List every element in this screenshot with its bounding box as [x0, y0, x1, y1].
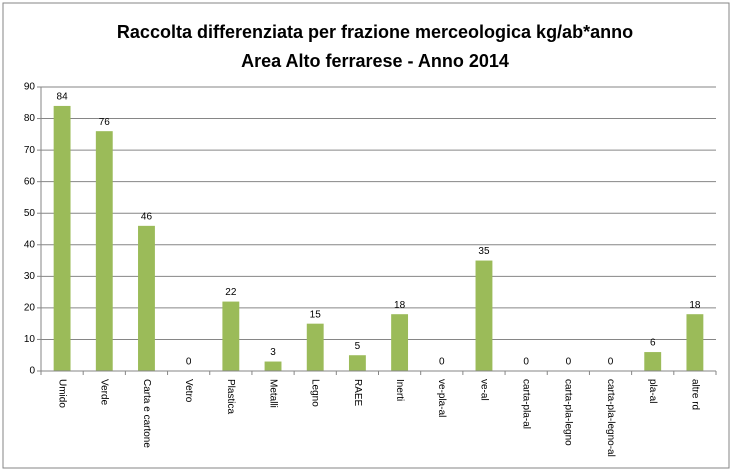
data-label: 84 — [57, 92, 69, 103]
bar — [644, 352, 662, 371]
y-tick-label: 80 — [24, 113, 36, 124]
y-tick-label: 20 — [24, 303, 36, 314]
data-label: 0 — [608, 357, 614, 368]
data-label: 3 — [270, 347, 276, 358]
x-tick-label: Carta e cartone — [141, 379, 152, 448]
bar — [306, 323, 324, 371]
x-tick-label: carta-pla-al — [521, 379, 532, 429]
y-tick-label: 60 — [24, 176, 36, 187]
data-label: 46 — [141, 211, 153, 222]
y-tick-label: 40 — [24, 239, 36, 250]
data-label: 22 — [225, 287, 237, 298]
bar — [686, 314, 704, 371]
x-tick-label: Metalli — [267, 379, 278, 408]
chart-title: Raccolta differenziata per frazione merc… — [117, 22, 633, 42]
bar — [95, 131, 113, 371]
x-tick-label: carta-pla-legno — [563, 379, 574, 446]
x-tick-label: Verde — [99, 379, 110, 406]
data-label: 35 — [478, 246, 490, 257]
data-label: 18 — [689, 300, 701, 311]
x-tick-label: altre rd — [689, 379, 700, 410]
y-tick-label: 70 — [24, 145, 36, 156]
y-tick-label: 0 — [29, 366, 35, 377]
data-label: 15 — [310, 309, 322, 320]
x-tick-label: Umido — [56, 379, 67, 408]
x-tick-label: ve-pla-al — [436, 379, 447, 417]
bar — [53, 105, 71, 371]
bar — [222, 301, 240, 371]
data-label: 0 — [186, 357, 192, 368]
data-label: 5 — [355, 341, 361, 352]
data-label: 0 — [439, 357, 445, 368]
x-tick-label: Plastica — [225, 379, 236, 414]
y-tick-label: 10 — [24, 334, 36, 345]
x-tick-label: pla-al — [647, 379, 658, 403]
y-tick-label: 30 — [24, 271, 36, 282]
data-label: 0 — [523, 357, 529, 368]
bar — [348, 355, 366, 371]
x-tick-label: Inerti — [394, 379, 405, 401]
bar — [138, 225, 155, 371]
y-tick-label: 50 — [24, 208, 36, 219]
bar — [264, 361, 282, 371]
bar — [475, 260, 493, 371]
x-tick-label: Vetro — [183, 379, 194, 403]
bar — [391, 314, 409, 371]
y-tick-label: 90 — [24, 82, 36, 93]
x-tick-label: Legno — [310, 379, 321, 407]
data-label: 76 — [99, 117, 111, 128]
data-label: 0 — [566, 357, 572, 368]
data-label: 6 — [650, 338, 656, 349]
x-tick-label: RAEE — [352, 379, 363, 407]
chart-subtitle: Area Alto ferrarese - Anno 2014 — [241, 51, 509, 71]
x-tick-label: carta-pla-legno-al — [605, 379, 616, 457]
x-tick-label: ve-al — [478, 379, 489, 401]
data-label: 18 — [394, 300, 406, 311]
